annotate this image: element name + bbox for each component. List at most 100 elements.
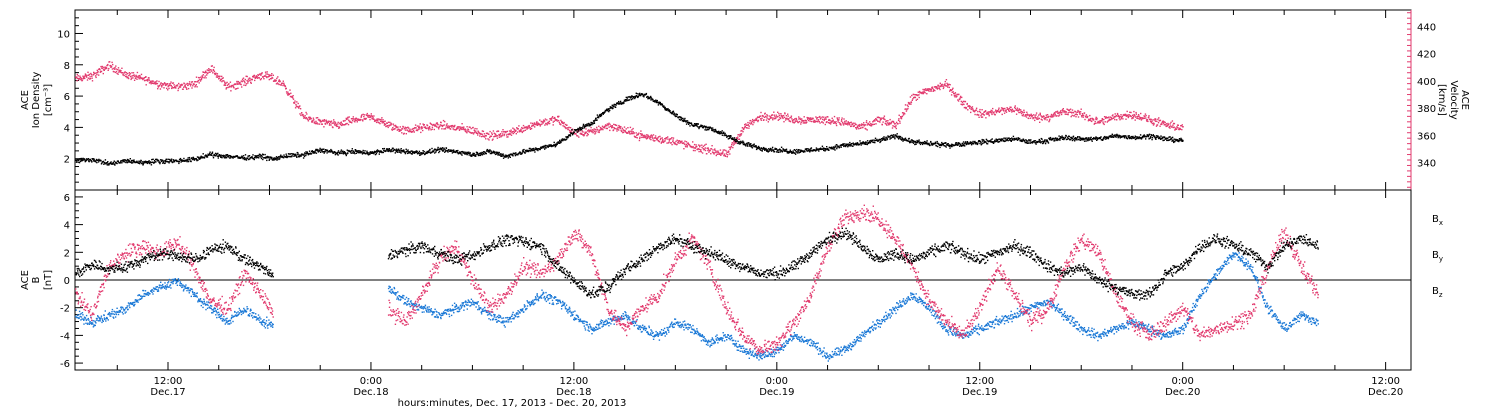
velocity-point [1111, 118, 1113, 120]
density-point [302, 154, 304, 156]
velocity-point [1015, 113, 1018, 115]
velocity-point [465, 131, 467, 133]
velocity-point [1101, 119, 1103, 122]
velocity-point [526, 128, 528, 130]
velocity-point [439, 125, 441, 128]
density-point [908, 140, 910, 143]
velocity-point [749, 119, 752, 122]
density-point [297, 152, 299, 154]
velocity-point [1029, 117, 1032, 119]
density-point [460, 151, 462, 153]
density-point [934, 142, 936, 144]
velocity-point [1022, 115, 1024, 117]
density-point [182, 159, 185, 162]
velocity-point [485, 138, 487, 140]
density-point [978, 140, 981, 142]
velocity-point [161, 85, 163, 87]
density-point [345, 154, 347, 157]
velocity-point [921, 92, 923, 95]
velocity-point [475, 130, 477, 132]
velocity-point [1011, 111, 1013, 113]
velocity-point [371, 118, 373, 120]
velocity-point [726, 156, 728, 158]
density-point [571, 129, 573, 131]
velocity-point [91, 75, 93, 77]
density-point [179, 159, 181, 161]
velocity-point [112, 70, 115, 73]
velocity-point [1028, 114, 1030, 116]
velocity-point [321, 119, 324, 122]
velocity-point [403, 132, 405, 135]
density-point [566, 136, 568, 139]
density-point [480, 154, 482, 156]
density-point [754, 145, 756, 147]
density-point [852, 142, 854, 144]
velocity-point [871, 123, 873, 126]
density-point [785, 150, 787, 152]
velocity-point [203, 71, 205, 73]
velocity-point [177, 87, 180, 90]
density-point [285, 155, 288, 157]
density-point [701, 124, 703, 127]
velocity-point [597, 131, 599, 133]
velocity-point [923, 89, 926, 91]
velocity-point [451, 126, 453, 128]
density-point [919, 141, 921, 143]
density-point [874, 141, 876, 144]
density-point [359, 152, 361, 154]
velocity-point [735, 137, 738, 139]
density-point [210, 153, 212, 156]
velocity-point [768, 118, 771, 121]
velocity-point [798, 120, 801, 123]
velocity-point [277, 76, 279, 78]
velocity-point [1071, 109, 1074, 111]
velocity-point [842, 123, 844, 125]
velocity-point [715, 154, 717, 157]
velocity-point [320, 120, 322, 123]
velocity-point [731, 143, 733, 146]
velocity-point [737, 134, 739, 136]
velocity-point [840, 124, 842, 126]
density-point [252, 154, 254, 156]
velocity-point [112, 63, 114, 66]
velocity-point [608, 126, 610, 128]
velocity-point [292, 98, 295, 100]
density-point [893, 136, 896, 138]
velocity-point [893, 121, 895, 124]
velocity-point [879, 118, 882, 120]
velocity-point [798, 118, 800, 120]
velocity-point [257, 74, 260, 77]
velocity-point [318, 118, 320, 121]
density-point [399, 149, 401, 151]
velocity-point [890, 121, 893, 124]
density-point [982, 142, 984, 144]
density-point [205, 154, 207, 156]
density-point [898, 135, 901, 138]
density-point [338, 151, 340, 154]
velocity-point [632, 131, 634, 133]
velocity-point [1125, 118, 1127, 120]
velocity-point [541, 123, 543, 125]
velocity-point [666, 137, 668, 139]
velocity-point [502, 131, 505, 133]
velocity-point [773, 118, 776, 120]
velocity-point [430, 123, 432, 125]
velocity-point [147, 80, 149, 82]
velocity-point [155, 81, 157, 83]
velocity-point [481, 130, 484, 132]
velocity-point [601, 128, 603, 130]
velocity-point [578, 136, 580, 138]
velocity-point [720, 154, 722, 156]
velocity-point [1175, 127, 1177, 129]
velocity-point [121, 67, 123, 69]
velocity-point [1047, 116, 1049, 119]
velocity-point [435, 125, 437, 127]
velocity-point [135, 77, 137, 79]
density-point [189, 158, 191, 160]
density-point [290, 153, 292, 155]
velocity-point [645, 135, 647, 138]
velocity-point [760, 111, 762, 114]
velocity-point [984, 110, 987, 112]
velocity-point [478, 132, 480, 134]
velocity-point [1106, 121, 1108, 123]
